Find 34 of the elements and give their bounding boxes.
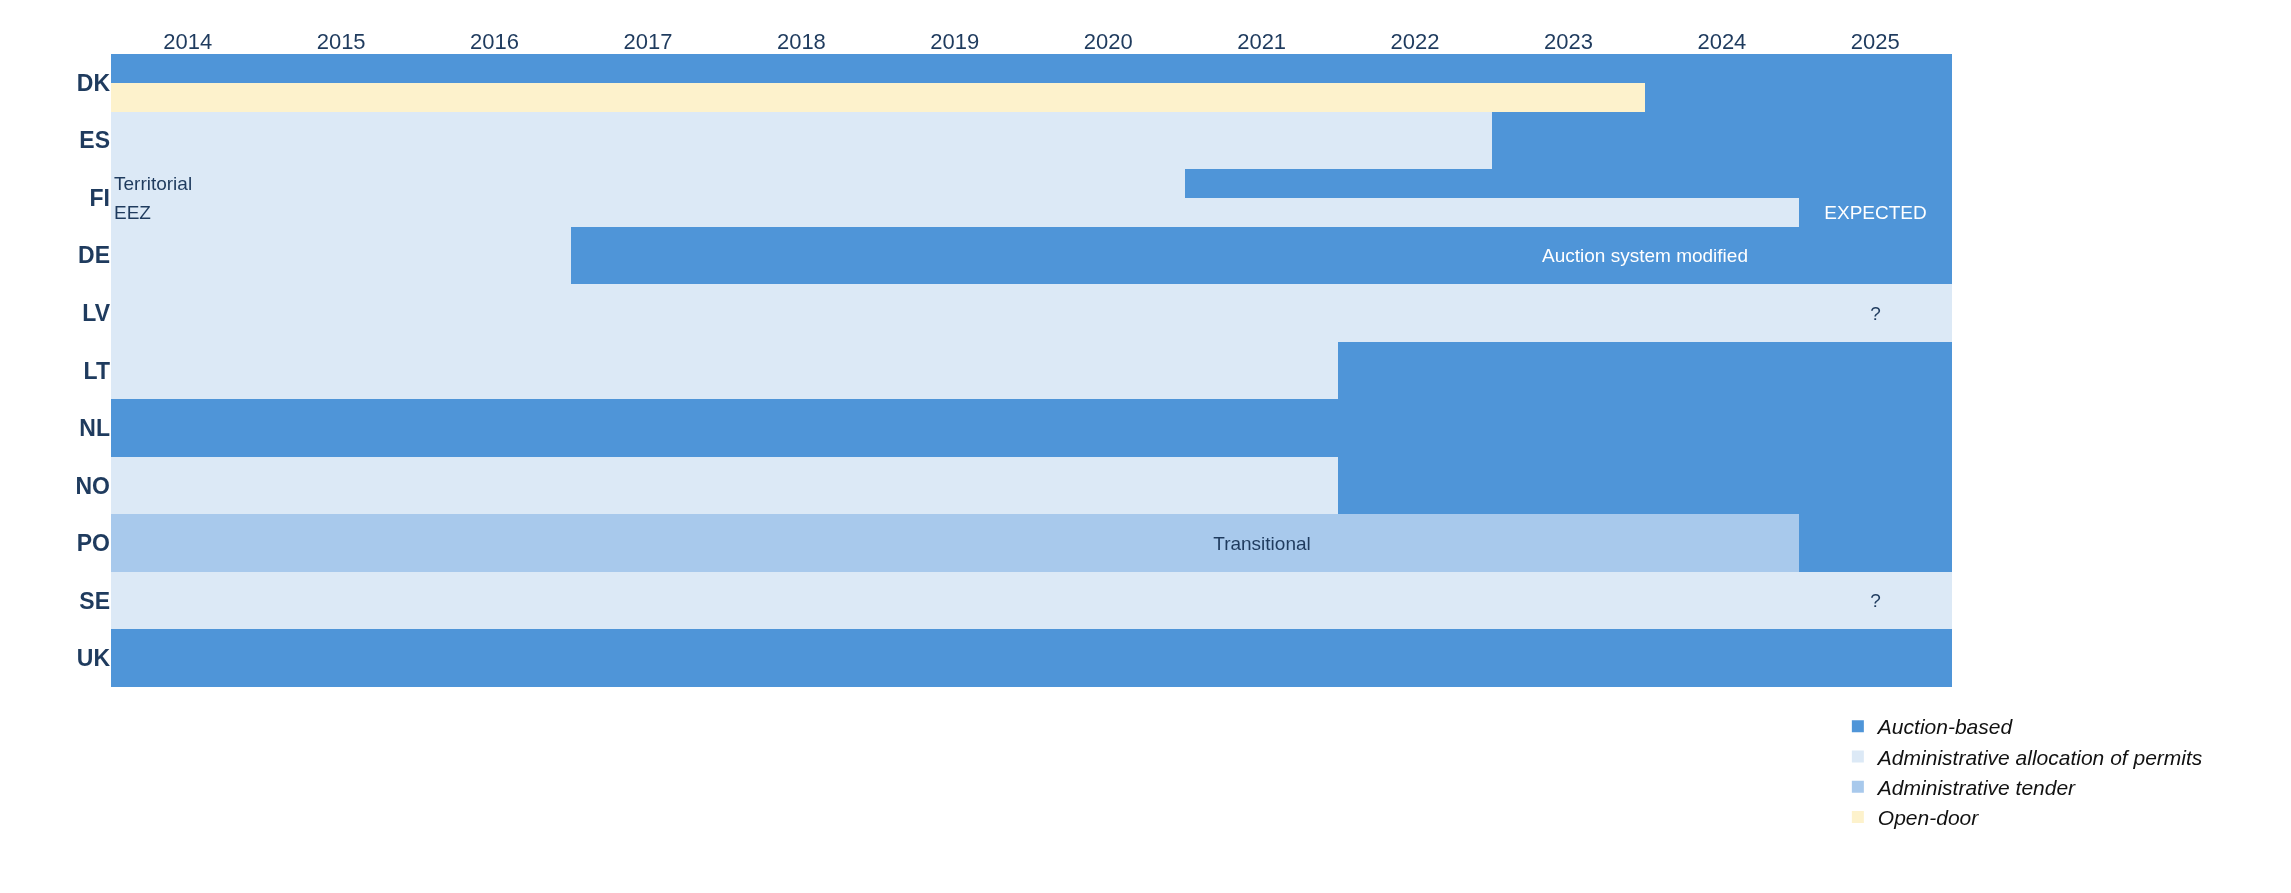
y-tick-label: UK xyxy=(76,645,111,672)
x-tick-label: 2014 xyxy=(163,28,213,54)
x-tick-label: 2017 xyxy=(623,28,673,54)
data-label: Territorial xyxy=(114,173,193,194)
y-tick-label: PO xyxy=(76,530,110,557)
y-tick-label: FI xyxy=(89,184,110,211)
data-label: EXPECTED xyxy=(1824,202,1927,223)
x-tick-label: 2015 xyxy=(316,28,366,54)
legend-label: Open-door xyxy=(1877,806,1980,830)
y-tick-label: NO xyxy=(75,472,110,499)
y-tick-label: DK xyxy=(76,69,111,96)
x-tick-label: 2024 xyxy=(1697,28,1747,54)
legend-label: Auction-based xyxy=(1875,715,2014,739)
y-tick-label: LT xyxy=(83,357,110,384)
x-tick-label: 2020 xyxy=(1083,28,1133,54)
x-tick-label: 2025 xyxy=(1850,28,1900,54)
x-tick-label: 2023 xyxy=(1543,28,1593,54)
y-tick-label: DE xyxy=(78,242,110,269)
data-label: Transitional xyxy=(1213,532,1311,554)
y-tick-label: SE xyxy=(79,587,110,614)
y-tick-label: NL xyxy=(79,415,110,442)
x-tick-label: 2019 xyxy=(930,28,980,54)
x-tick-label: 2018 xyxy=(776,28,826,54)
x-tick-label: 2022 xyxy=(1390,28,1440,54)
x-tick-label: 2021 xyxy=(1237,28,1287,54)
data-label: ? xyxy=(1870,302,1881,324)
data-label: EEZ xyxy=(114,202,152,223)
x-tick-label: 2016 xyxy=(470,28,520,54)
data-label: ? xyxy=(1870,590,1881,611)
y-tick-label: LV xyxy=(82,300,111,326)
legend-label: Administrative allocation of permits xyxy=(1875,745,2203,769)
y-tick-label: ES xyxy=(79,127,110,154)
legend-label: Administrative tender xyxy=(1875,775,2077,799)
data-label: Auction system modified xyxy=(1542,245,1748,266)
